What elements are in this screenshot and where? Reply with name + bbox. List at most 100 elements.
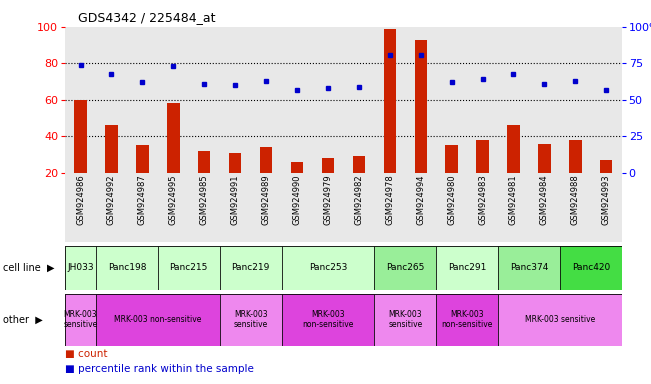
Text: MRK-003
sensitive: MRK-003 sensitive: [388, 310, 422, 329]
Bar: [158, 246, 219, 290]
Text: Panc291: Panc291: [448, 263, 486, 272]
Bar: [436, 173, 467, 242]
Text: MRK-003 non-sensitive: MRK-003 non-sensitive: [114, 315, 202, 324]
Text: Panc198: Panc198: [107, 263, 146, 272]
Bar: [65, 294, 96, 346]
Bar: [65, 27, 96, 173]
Bar: [281, 246, 374, 290]
Text: GSM924979: GSM924979: [324, 174, 333, 225]
Bar: [590, 173, 622, 242]
Bar: [251, 27, 281, 173]
Bar: [219, 294, 281, 346]
Bar: [291, 162, 303, 209]
Text: ■ count: ■ count: [65, 349, 107, 359]
Text: GSM924986: GSM924986: [76, 174, 85, 225]
Bar: [477, 140, 489, 209]
Text: ■ percentile rank within the sample: ■ percentile rank within the sample: [65, 364, 254, 374]
Bar: [415, 40, 427, 209]
Bar: [281, 294, 374, 346]
Text: Panc374: Panc374: [510, 263, 548, 272]
Bar: [560, 246, 622, 290]
Bar: [96, 246, 158, 290]
Bar: [219, 27, 251, 173]
Bar: [189, 27, 219, 173]
Bar: [498, 173, 529, 242]
Bar: [538, 144, 551, 209]
Bar: [96, 294, 219, 346]
Text: GSM924982: GSM924982: [354, 174, 363, 225]
Bar: [136, 146, 148, 209]
Bar: [436, 294, 498, 346]
Bar: [590, 27, 622, 173]
Text: MRK-003
non-sensitive: MRK-003 non-sensitive: [302, 310, 353, 329]
Text: GSM924993: GSM924993: [602, 174, 611, 225]
Bar: [158, 173, 189, 242]
Bar: [405, 173, 436, 242]
Bar: [507, 125, 519, 209]
Bar: [251, 173, 281, 242]
Bar: [312, 27, 343, 173]
Bar: [498, 246, 560, 290]
Bar: [158, 27, 189, 173]
Text: MRK-003
non-sensitive: MRK-003 non-sensitive: [441, 310, 493, 329]
Bar: [65, 246, 96, 290]
Bar: [374, 173, 405, 242]
Bar: [436, 246, 498, 290]
Bar: [600, 160, 613, 209]
Text: GSM924978: GSM924978: [385, 174, 395, 225]
Bar: [436, 27, 467, 173]
Bar: [96, 27, 127, 173]
Text: GSM924984: GSM924984: [540, 174, 549, 225]
Bar: [353, 156, 365, 209]
Bar: [445, 146, 458, 209]
Text: GSM924991: GSM924991: [230, 174, 240, 225]
Bar: [281, 173, 312, 242]
Text: GSM924992: GSM924992: [107, 174, 116, 225]
Bar: [167, 104, 180, 209]
Bar: [219, 246, 281, 290]
Bar: [560, 173, 590, 242]
Text: GSM924990: GSM924990: [292, 174, 301, 225]
Text: MRK-003
sensitive: MRK-003 sensitive: [234, 310, 268, 329]
Bar: [405, 27, 436, 173]
Text: GDS4342 / 225484_at: GDS4342 / 225484_at: [78, 12, 215, 25]
Text: GSM924995: GSM924995: [169, 174, 178, 225]
Bar: [260, 147, 272, 209]
Bar: [105, 125, 118, 209]
Text: cell line  ▶: cell line ▶: [3, 263, 55, 273]
Text: GSM924980: GSM924980: [447, 174, 456, 225]
Text: Panc219: Panc219: [232, 263, 270, 272]
Bar: [219, 173, 251, 242]
Bar: [198, 151, 210, 209]
Bar: [281, 27, 312, 173]
Bar: [374, 294, 436, 346]
Bar: [498, 27, 529, 173]
Text: JH033: JH033: [67, 263, 94, 272]
Bar: [560, 27, 590, 173]
Text: GSM924987: GSM924987: [138, 174, 147, 225]
Text: Panc420: Panc420: [572, 263, 610, 272]
Bar: [467, 173, 498, 242]
Bar: [374, 246, 436, 290]
Bar: [343, 173, 374, 242]
Bar: [127, 27, 158, 173]
Bar: [189, 173, 219, 242]
Bar: [343, 27, 374, 173]
Bar: [383, 29, 396, 209]
Text: other  ▶: other ▶: [3, 314, 43, 325]
Text: Panc265: Panc265: [386, 263, 424, 272]
Text: GSM924983: GSM924983: [478, 174, 487, 225]
Bar: [569, 140, 581, 209]
Bar: [65, 173, 96, 242]
Text: GSM924988: GSM924988: [571, 174, 580, 225]
Text: MRK-003
sensitive: MRK-003 sensitive: [63, 310, 98, 329]
Bar: [96, 173, 127, 242]
Bar: [529, 173, 560, 242]
Text: GSM924981: GSM924981: [509, 174, 518, 225]
Bar: [529, 27, 560, 173]
Text: GSM924989: GSM924989: [262, 174, 271, 225]
Bar: [312, 173, 343, 242]
Text: MRK-003 sensitive: MRK-003 sensitive: [525, 315, 595, 324]
Text: GSM924985: GSM924985: [200, 174, 209, 225]
Bar: [127, 173, 158, 242]
